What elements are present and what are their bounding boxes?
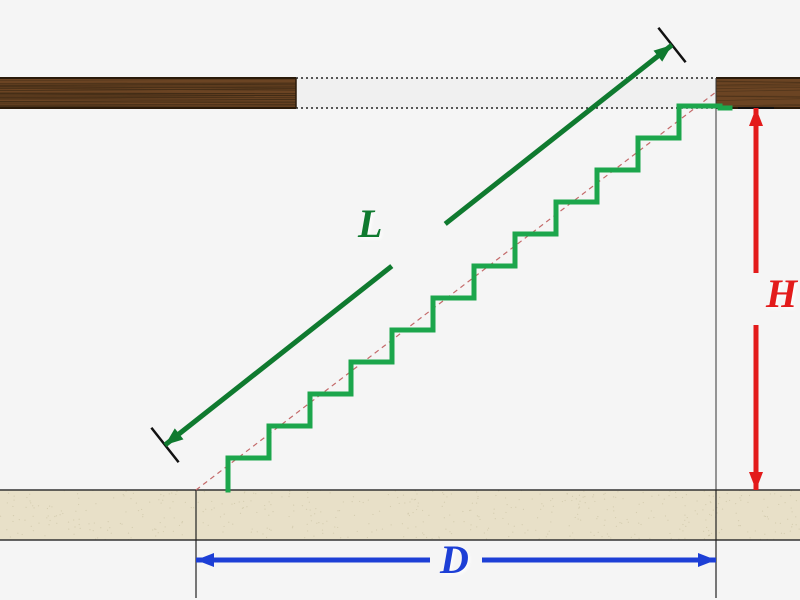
label-L: L: [358, 200, 382, 247]
label-D: D: [440, 536, 469, 583]
label-H: H: [766, 270, 797, 317]
diagram-container: L H D: [0, 0, 800, 600]
diagram-svg: [0, 0, 800, 600]
